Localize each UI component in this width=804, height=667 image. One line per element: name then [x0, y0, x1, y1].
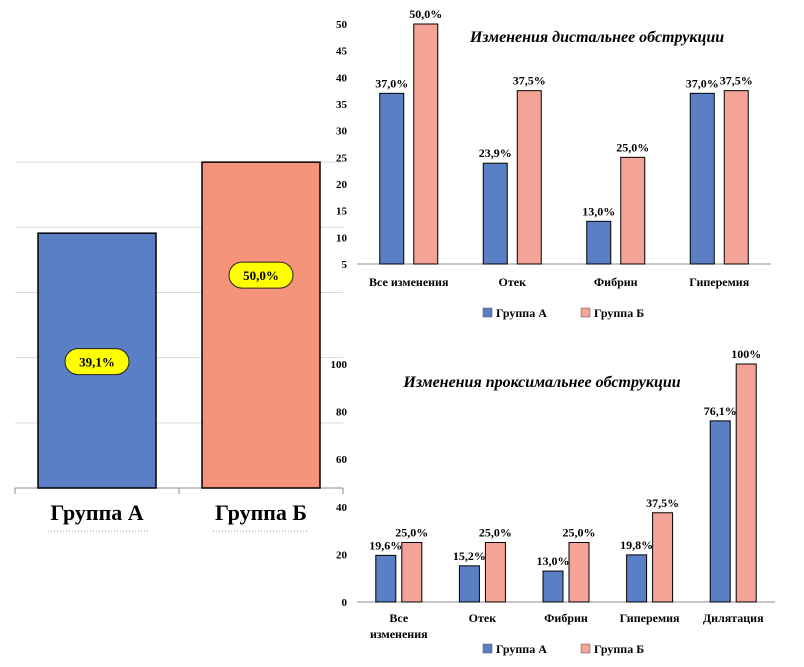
bar-group-b	[413, 23, 439, 265]
data-label: 76,1%	[704, 404, 737, 418]
legend-swatch	[482, 307, 493, 318]
data-label: 13,0%	[582, 204, 615, 218]
bar-group-b	[652, 512, 674, 603]
legend-swatch	[580, 307, 591, 318]
data-label: 100%	[731, 347, 761, 361]
data-label: 25,0%	[479, 526, 512, 540]
data-label: 37,5%	[513, 74, 546, 88]
y-tick-label: 50	[336, 19, 348, 31]
data-label: 23,9%	[479, 146, 512, 160]
bar-group-a	[458, 565, 480, 603]
data-label: 37,0%	[686, 76, 719, 90]
category-label: Дилятация	[703, 611, 764, 625]
data-label: 50,0%	[409, 7, 442, 21]
data-label: 19,8%	[620, 538, 653, 552]
category-label: Гиперемия	[689, 275, 749, 289]
y-tick-label: 100	[331, 359, 348, 371]
category-label: Фибрин	[544, 611, 588, 625]
y-tick-label: 45	[336, 46, 348, 58]
category-label: Группа Б	[215, 500, 307, 525]
data-label: 25,0%	[563, 526, 596, 540]
bar-group-a	[482, 162, 508, 265]
category-label: Отек	[499, 275, 527, 289]
category-label: изменения	[370, 627, 428, 641]
y-tick-label: 35	[336, 99, 348, 111]
bar-group-a	[626, 554, 648, 603]
data-label: 50,0%	[243, 268, 279, 283]
y-tick-label: 30	[336, 126, 348, 138]
legend-label: Группа Б	[594, 306, 644, 320]
proximal-chart: 02040608010019,6%25,0%Всеизменения15,2%2…	[331, 347, 775, 656]
y-tick-label: 20	[336, 549, 348, 561]
data-label: 15,2%	[453, 549, 486, 563]
bar-group-a	[709, 420, 731, 603]
data-label: 25,0%	[616, 140, 649, 154]
bar-group-a	[689, 92, 715, 265]
data-label: 37,0%	[375, 76, 408, 90]
bar-group-b	[735, 363, 757, 603]
value-badge	[64, 348, 130, 376]
legend-label: Группа А	[496, 642, 547, 656]
y-tick-label: 40	[336, 72, 348, 84]
bar-group-b	[723, 90, 749, 265]
y-tick-label: 40	[336, 502, 348, 514]
bar-group-b	[201, 161, 321, 489]
legend-label: Группа Б	[594, 642, 644, 656]
category-label: Все изменения	[369, 275, 449, 289]
bar-group-b	[401, 542, 423, 603]
bar-group-b	[620, 156, 646, 265]
bar-group-a	[586, 220, 612, 265]
category-label: Все	[389, 611, 408, 625]
category-label: Отек	[469, 611, 497, 625]
category-label: Гиперемия	[620, 611, 680, 625]
data-label: 37,5%	[646, 496, 679, 510]
data-label: 39,1%	[79, 355, 115, 370]
y-tick-label: 5	[342, 259, 348, 271]
y-tick-label: 15	[336, 206, 348, 218]
data-label: 37,5%	[720, 74, 753, 88]
bar-group-b	[568, 542, 590, 603]
bar-group-b	[484, 542, 506, 603]
summary-chart: 39,1% Группа А 50,0% Группа Б	[14, 161, 344, 532]
value-badge	[228, 261, 294, 289]
category-label: Группа А	[50, 500, 143, 525]
y-tick-label: 60	[336, 454, 348, 466]
chart-title: Изменения проксимальнее обструкции	[402, 374, 680, 391]
y-tick-label: 20	[336, 179, 348, 191]
data-label: 25,0%	[395, 526, 428, 540]
y-tick-label: 0	[342, 597, 348, 609]
bar-group-a	[379, 92, 405, 265]
category-label: Фибрин	[594, 275, 638, 289]
legend-swatch	[580, 643, 591, 654]
y-tick-label: 10	[336, 232, 348, 244]
bar-group-a	[542, 570, 564, 603]
data-label: 19,6%	[369, 538, 402, 552]
distal-chart: 5 10 15 20 25 30 35 40 45 50 37,0% 50,0% Все изменен…	[336, 7, 771, 320]
data-label: 13,0%	[537, 554, 570, 568]
legend-label: Группа А	[496, 306, 547, 320]
bar-group-a	[37, 232, 157, 489]
y-tick-label: 25	[336, 152, 348, 164]
chart-title: Изменения дистальнее обструкции	[469, 29, 724, 46]
legend-swatch	[482, 643, 493, 654]
y-tick-label: 80	[336, 407, 348, 419]
bar-group-a	[375, 554, 397, 603]
bar-group-b	[516, 90, 542, 265]
